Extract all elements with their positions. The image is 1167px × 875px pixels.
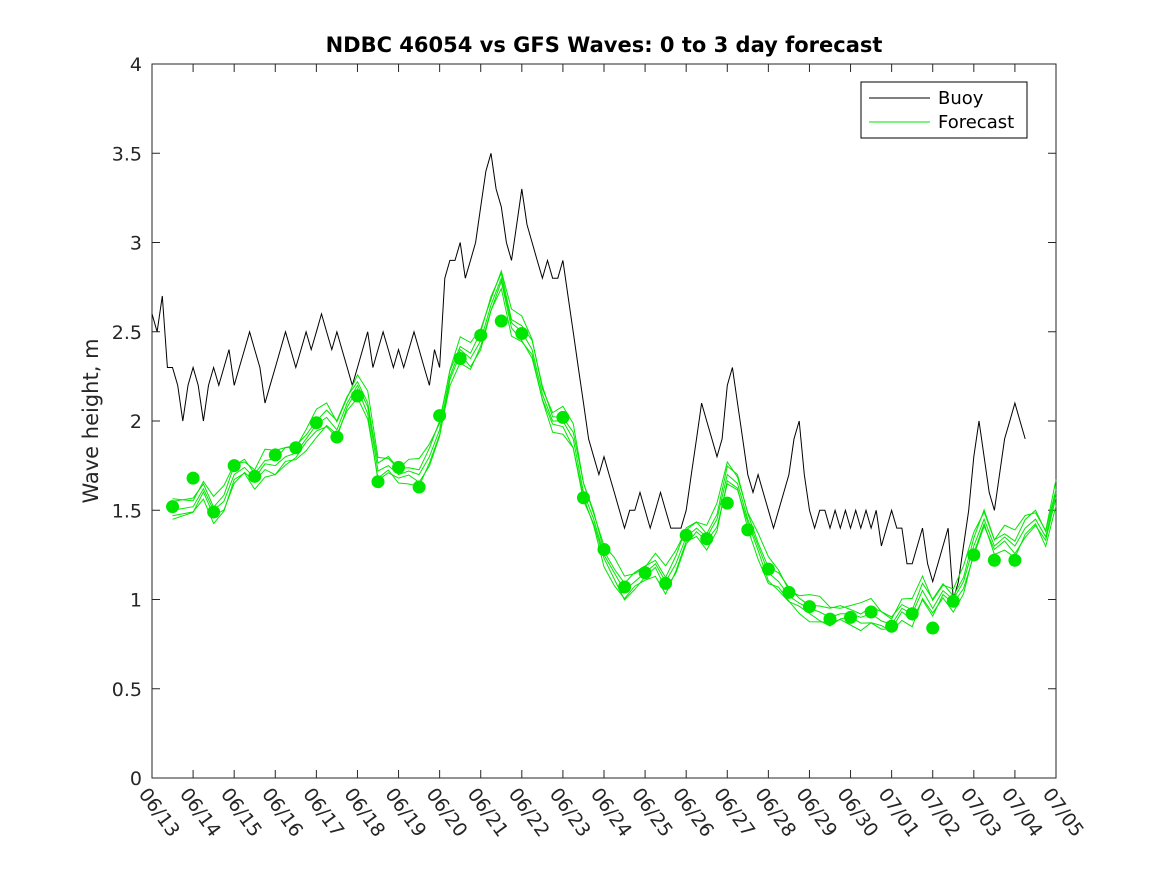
forecast-marker xyxy=(248,469,262,483)
y-tick-label: 3 xyxy=(130,233,142,255)
x-tick-label: 06/22 xyxy=(504,784,554,841)
forecast-marker xyxy=(494,314,508,328)
x-tick-label: 07/01 xyxy=(874,784,924,841)
chart-title: NDBC 46054 vs GFS Waves: 0 to 3 day fore… xyxy=(326,33,883,57)
x-tick-label: 07/02 xyxy=(915,784,965,841)
y-tick-label: 4 xyxy=(130,54,142,76)
forecast-marker xyxy=(207,505,221,519)
forecast-marker xyxy=(371,475,385,489)
plot-area xyxy=(151,63,1057,779)
y-tick-label: 3.5 xyxy=(112,143,142,165)
forecast-marker xyxy=(392,460,406,474)
forecast-marker xyxy=(433,409,447,423)
x-tick-label: 06/15 xyxy=(216,784,266,841)
x-tick-label: 07/04 xyxy=(997,784,1047,841)
forecast-marker xyxy=(885,619,899,633)
x-tick-label: 06/23 xyxy=(545,784,595,841)
legend-buoy-label: Buoy xyxy=(938,88,984,109)
forecast-marker xyxy=(350,389,364,403)
forecast-marker xyxy=(638,566,652,580)
forecast-marker xyxy=(967,548,981,562)
x-tick-label: 06/19 xyxy=(381,784,431,841)
legend: Buoy Forecast xyxy=(860,81,1028,139)
y-tick-label: 0 xyxy=(130,768,142,790)
series-buoy-line xyxy=(151,153,1026,600)
forecast-marker xyxy=(453,352,467,366)
forecast-marker xyxy=(227,459,241,473)
forecast-marker xyxy=(1008,553,1022,567)
forecast-marker xyxy=(515,327,529,341)
x-tick-label: 06/18 xyxy=(339,784,389,841)
y-tick-label: 2.5 xyxy=(112,322,142,344)
x-tick-label: 06/27 xyxy=(709,784,759,841)
y-tick-label: 0.5 xyxy=(112,679,142,701)
x-tick-label: 06/13 xyxy=(134,784,184,841)
y-tick-label: 2 xyxy=(130,411,142,433)
forecast-marker xyxy=(330,430,344,444)
forecast-marker xyxy=(597,543,611,557)
forecast-marker xyxy=(166,500,180,514)
forecast-marker xyxy=(474,328,488,342)
x-tick-label: 06/17 xyxy=(298,784,348,841)
forecast-marker xyxy=(987,553,1001,567)
series-forecast-line-3 xyxy=(172,269,1057,620)
forecast-marker xyxy=(905,607,919,621)
plot-series xyxy=(151,153,1057,635)
y-axis: 0 0.5 1 1.5 2 2.5 3 3.5 4 xyxy=(112,54,1056,790)
forecast-marker xyxy=(782,585,796,599)
x-tick-label: 06/20 xyxy=(422,784,472,841)
x-tick-label: 06/14 xyxy=(175,784,225,841)
forecast-marker xyxy=(412,480,426,494)
forecast-marker xyxy=(268,448,282,462)
legend-box xyxy=(860,81,1028,139)
forecast-marker xyxy=(844,610,858,624)
forecast-marker xyxy=(926,621,940,635)
forecast-marker xyxy=(946,594,960,608)
x-tick-label: 06/25 xyxy=(627,784,677,841)
forecast-marker xyxy=(576,491,590,505)
x-tick-label: 06/24 xyxy=(586,784,636,841)
forecast-marker xyxy=(864,605,878,619)
forecast-marker xyxy=(309,416,323,430)
series-forecast-line-4 xyxy=(172,286,1057,632)
forecast-marker xyxy=(823,612,837,626)
forecast-marker xyxy=(618,580,632,594)
forecast-marker xyxy=(186,471,200,485)
forecast-marker xyxy=(741,523,755,537)
x-tick-label: 07/03 xyxy=(956,784,1006,841)
x-tick-label: 06/30 xyxy=(833,784,883,841)
forecast-marker xyxy=(659,576,673,590)
forecast-marker xyxy=(679,528,693,542)
forecast-marker xyxy=(556,410,570,424)
forecast-marker xyxy=(720,496,734,510)
x-tick-label: 06/29 xyxy=(791,784,841,841)
y-axis-label: Wave height, m xyxy=(79,338,103,503)
forecast-marker xyxy=(700,532,714,546)
forecast-marker xyxy=(802,600,816,614)
x-tick-label: 06/28 xyxy=(750,784,800,841)
x-tick-label: 06/21 xyxy=(463,784,513,841)
forecast-marker xyxy=(761,562,775,576)
x-tick-label: 07/05 xyxy=(1038,784,1088,841)
x-tick-label: 06/16 xyxy=(257,784,307,841)
y-tick-label: 1.5 xyxy=(112,500,142,522)
legend-forecast-label: Forecast xyxy=(938,112,1014,133)
y-tick-label: 1 xyxy=(130,590,142,612)
x-tick-label: 06/26 xyxy=(668,784,718,841)
forecast-marker xyxy=(289,441,303,455)
